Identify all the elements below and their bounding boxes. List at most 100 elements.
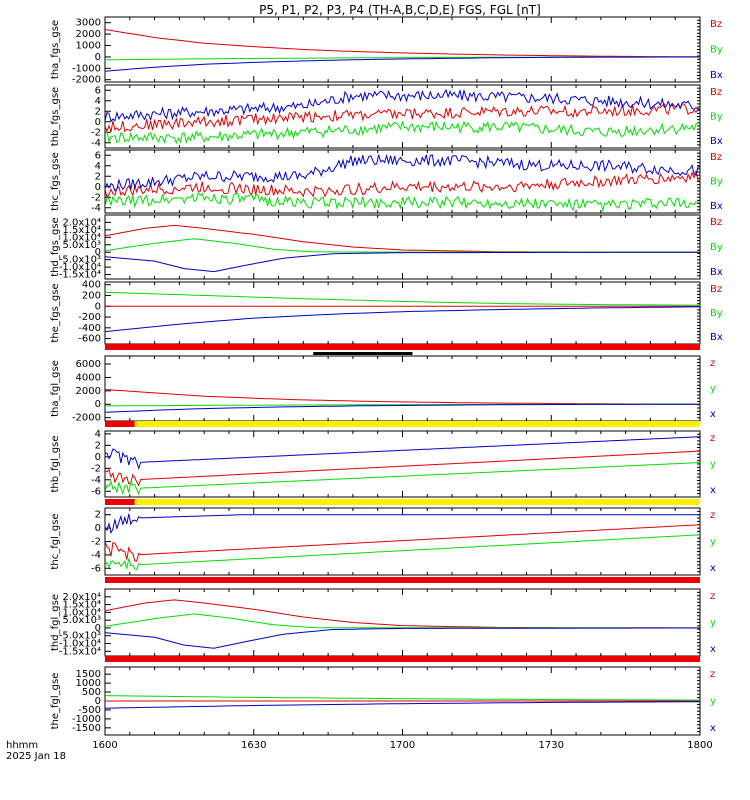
legend-entry-Bz: Bz bbox=[710, 87, 722, 98]
panel-frame bbox=[104, 355, 701, 422]
series-line-z bbox=[105, 524, 700, 562]
y-tick-label: 5.0x10³ bbox=[62, 615, 101, 626]
y-tick-label: 1000 bbox=[76, 41, 101, 52]
y-tick-label: -2 bbox=[91, 192, 101, 203]
legend-entry-y: y bbox=[710, 459, 716, 470]
legend-entry-Bz: Bz bbox=[710, 284, 722, 295]
legend-entry-z: z bbox=[710, 669, 715, 680]
status-bars bbox=[105, 344, 700, 662]
x-tick-label: 1800 bbox=[687, 740, 712, 751]
y-axis-label: tha_fgl_gse bbox=[50, 360, 61, 417]
series-line-x bbox=[105, 513, 700, 535]
y-tick-label: 0 bbox=[95, 696, 101, 707]
y-tick-label: 0 bbox=[95, 117, 101, 128]
status-bar bbox=[105, 656, 700, 662]
x-tick-label: 1730 bbox=[539, 740, 564, 751]
y-tick-label: -2000 bbox=[72, 75, 101, 86]
y-tick-label: 2 bbox=[95, 171, 101, 182]
legend-entry-Bx: Bx bbox=[710, 267, 723, 278]
legend-entry-Bz: Bz bbox=[710, 217, 722, 228]
footer-date-label: 2025 Jan 18 bbox=[6, 751, 66, 762]
status-bar-segment bbox=[105, 656, 700, 662]
y-tick-label: 2 bbox=[95, 510, 101, 521]
y-tick-label: -2 bbox=[91, 463, 101, 474]
y-tick-label: -2 bbox=[91, 537, 101, 548]
series-line-y bbox=[105, 534, 700, 571]
series-line-z bbox=[105, 450, 700, 487]
legend-entry-x: x bbox=[710, 723, 716, 734]
series-line-Bx bbox=[105, 251, 700, 273]
y-tick-label: -4 bbox=[91, 138, 101, 149]
y-axis-label: the_fgs_gse bbox=[50, 283, 61, 342]
series-line-By bbox=[105, 191, 700, 213]
series-line-Bx bbox=[105, 88, 700, 123]
y-tick-label: -1.0x10⁴ bbox=[59, 639, 101, 650]
y-tick-label: 6 bbox=[95, 150, 101, 161]
legend-entry-Bz: Bz bbox=[710, 152, 722, 163]
series-line-Bx bbox=[105, 153, 700, 192]
y-tick-label: 1.5x10⁴ bbox=[62, 600, 101, 611]
y-tick-label: 0 bbox=[95, 301, 101, 312]
series-line-x bbox=[105, 627, 700, 649]
y-tick-label: 400 bbox=[82, 280, 101, 291]
series-line-By bbox=[105, 120, 700, 145]
series-line-Bz bbox=[105, 29, 700, 58]
y-tick-label: 1.0x10⁴ bbox=[62, 232, 101, 243]
status-bar-segment bbox=[134, 421, 700, 427]
x-tick-label: 1700 bbox=[390, 740, 415, 751]
y-tick-label: -1.0x10⁴ bbox=[59, 262, 101, 273]
panel-thb_fgl_gse: 420-2-4-6 thb_fgl_gse z y x bbox=[50, 429, 716, 498]
y-tick-label: 1.0x10⁴ bbox=[62, 607, 101, 618]
status-bar bbox=[105, 499, 700, 505]
panel-frame bbox=[104, 16, 701, 83]
legend-entry-By: By bbox=[710, 177, 723, 188]
y-tick-label: -200 bbox=[78, 312, 101, 323]
y-tick-label: 6000 bbox=[76, 359, 101, 370]
y-axis-label: thd_fgs_gse bbox=[50, 217, 61, 276]
status-bar-segment bbox=[105, 499, 135, 505]
y-tick-label: -5.0x10³ bbox=[59, 255, 101, 266]
y-tick-label: 2.0x10⁴ bbox=[62, 592, 101, 603]
y-tick-label: 4 bbox=[95, 96, 101, 107]
panel-frame bbox=[104, 149, 701, 214]
y-tick-label: 500 bbox=[82, 687, 101, 698]
legend-entry-z: z bbox=[710, 358, 715, 369]
legend-entry-Bx: Bx bbox=[710, 136, 723, 147]
legend-entry-y: y bbox=[710, 384, 716, 395]
y-tick-label: -4 bbox=[91, 475, 101, 486]
series-line-Bz bbox=[105, 170, 700, 199]
y-tick-label: -1000 bbox=[72, 714, 101, 725]
legend-entry-x: x bbox=[710, 409, 716, 420]
y-tick-label: 2.0x10⁴ bbox=[62, 217, 101, 228]
chart-title: P5, P1, P2, P3, P4 (TH-A,B,C,D,E) FGS, F… bbox=[259, 3, 541, 17]
footer-time-label: hhmm bbox=[6, 740, 38, 751]
y-tick-label: -2 bbox=[91, 127, 101, 138]
y-tick-label: 3000 bbox=[76, 18, 101, 29]
y-axis-label: thd_fgl_gse bbox=[50, 594, 61, 651]
panel-frame bbox=[104, 281, 701, 345]
legend-entry-x: x bbox=[710, 485, 716, 496]
y-tick-label: -400 bbox=[78, 323, 101, 334]
series-line-x bbox=[105, 403, 700, 413]
y-tick-label: 4 bbox=[95, 161, 101, 172]
y-tick-label: -4 bbox=[91, 203, 101, 214]
panel-tha_fgl_gse: 6000 4000 2000 0 -2000 tha_fgl_gse z y x bbox=[50, 355, 716, 424]
legend-entry-By: By bbox=[710, 45, 723, 56]
legend-entry-x: x bbox=[710, 644, 716, 655]
series-line-x bbox=[105, 701, 700, 709]
legend-entry-z: z bbox=[710, 591, 715, 602]
y-tick-label: 0 bbox=[95, 182, 101, 193]
series-line-y bbox=[105, 462, 700, 496]
panel-thc_fgl_gse: 2 0 -2 -4 -6 thc_fgl_gse z y x bbox=[50, 507, 716, 576]
y-tick-label: -2000 bbox=[72, 413, 101, 424]
y-axis-label: the_fgl_gse bbox=[50, 673, 61, 730]
series-line-By bbox=[105, 291, 700, 306]
series-line-z bbox=[105, 389, 700, 405]
series-line-Bx bbox=[105, 56, 700, 72]
legend-entry-By: By bbox=[710, 112, 723, 123]
